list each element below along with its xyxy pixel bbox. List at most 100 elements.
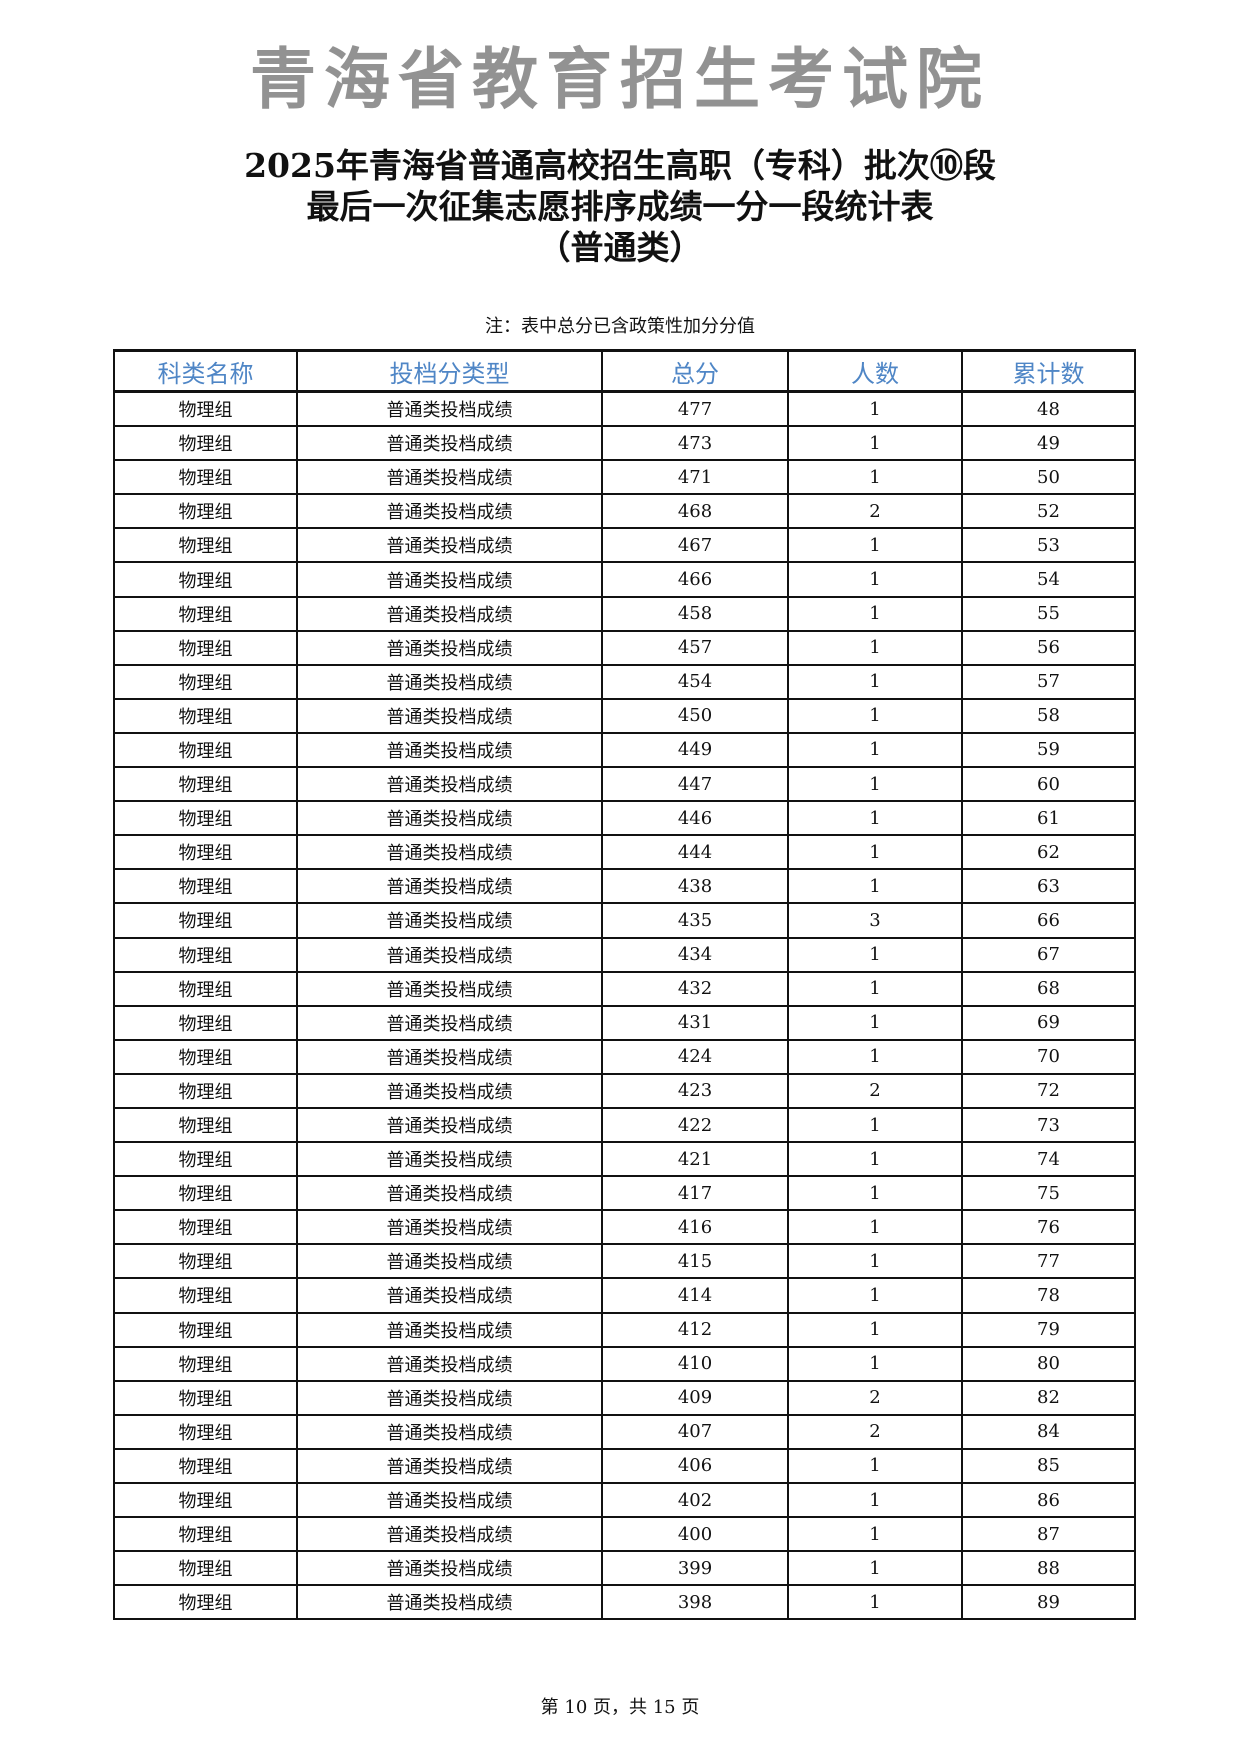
cell-count: 1 <box>787 1516 963 1553</box>
cell-count: 1 <box>787 1550 963 1587</box>
cell-category: 物理组 <box>113 459 298 496</box>
cell-category: 物理组 <box>113 834 298 871</box>
cell-cumulative: 56 <box>961 629 1136 666</box>
cell-score-type: 普通类投档成绩 <box>296 1072 603 1109</box>
cell-count: 1 <box>787 425 963 462</box>
cell-score-type: 普通类投档成绩 <box>296 1277 603 1314</box>
cell-cumulative: 59 <box>961 731 1136 769</box>
table-row: 物理组 普通类投档成绩 407 2 84 <box>113 1413 1136 1450</box>
cell-cumulative: 60 <box>961 766 1136 803</box>
cell-category: 物理组 <box>113 697 298 734</box>
cell-cumulative: 76 <box>961 1209 1136 1246</box>
cell-total-score: 466 <box>601 561 789 598</box>
cell-total-score: 444 <box>601 834 789 871</box>
cell-category: 物理组 <box>113 629 298 666</box>
cell-count: 1 <box>787 1243 963 1280</box>
cell-total-score: 398 <box>601 1584 789 1621</box>
cell-score-type: 普通类投档成绩 <box>296 425 603 462</box>
cell-cumulative: 73 <box>961 1106 1136 1144</box>
cell-score-type: 普通类投档成绩 <box>296 1447 603 1485</box>
cell-cumulative: 63 <box>961 868 1136 905</box>
cell-category: 物理组 <box>113 1516 298 1553</box>
table-row: 物理组 普通类投档成绩 400 1 87 <box>113 1516 1136 1553</box>
cell-total-score: 423 <box>601 1072 789 1109</box>
header-category: 科类名称 <box>113 349 298 393</box>
cell-cumulative: 80 <box>961 1345 1136 1382</box>
cell-count: 1 <box>787 1481 963 1519</box>
cell-category: 物理组 <box>113 527 298 564</box>
cell-count: 1 <box>787 1345 963 1382</box>
cell-score-type: 普通类投档成绩 <box>296 697 603 734</box>
cell-cumulative: 86 <box>961 1481 1136 1519</box>
table-row: 物理组 普通类投档成绩 423 2 72 <box>113 1072 1136 1109</box>
cell-category: 物理组 <box>113 1311 298 1348</box>
cell-score-type: 普通类投档成绩 <box>296 459 603 496</box>
cell-total-score: 454 <box>601 663 789 700</box>
table-row: 物理组 普通类投档成绩 406 1 85 <box>113 1447 1136 1485</box>
cell-score-type: 普通类投档成绩 <box>296 390 603 428</box>
cell-category: 物理组 <box>113 1175 298 1212</box>
document-title-line-3: （普通类） <box>537 228 703 267</box>
cell-count: 1 <box>787 1004 963 1041</box>
cell-score-type: 普通类投档成绩 <box>296 1413 603 1450</box>
cell-category: 物理组 <box>113 1584 298 1621</box>
cell-total-score: 406 <box>601 1447 789 1485</box>
cell-total-score: 410 <box>601 1345 789 1382</box>
cell-category: 物理组 <box>113 1379 298 1416</box>
cell-count: 1 <box>787 1038 963 1075</box>
cell-category: 物理组 <box>113 390 298 428</box>
cell-count: 1 <box>787 663 963 700</box>
table-note: 注：表中总分已含政策性加分分值 <box>485 316 755 337</box>
table-row: 物理组 普通类投档成绩 410 1 80 <box>113 1345 1136 1382</box>
cell-total-score: 432 <box>601 970 789 1007</box>
table-row: 物理组 普通类投档成绩 454 1 57 <box>113 663 1136 700</box>
cell-total-score: 431 <box>601 1004 789 1041</box>
cell-cumulative: 62 <box>961 834 1136 871</box>
cell-count: 1 <box>787 1584 963 1621</box>
table-row: 物理组 普通类投档成绩 471 1 50 <box>113 459 1136 496</box>
cell-count: 1 <box>787 459 963 496</box>
table-row: 物理组 普通类投档成绩 398 1 89 <box>113 1584 1136 1621</box>
cell-count: 2 <box>787 1379 963 1416</box>
cell-cumulative: 75 <box>961 1175 1136 1212</box>
table-row: 物理组 普通类投档成绩 432 1 68 <box>113 970 1136 1007</box>
cell-count: 1 <box>787 1209 963 1246</box>
cell-category: 物理组 <box>113 493 298 530</box>
table-row: 物理组 普通类投档成绩 402 1 86 <box>113 1481 1136 1519</box>
cell-cumulative: 67 <box>961 936 1136 973</box>
cell-count: 1 <box>787 697 963 734</box>
table-row: 物理组 普通类投档成绩 447 1 60 <box>113 766 1136 803</box>
cell-total-score: 409 <box>601 1379 789 1416</box>
cell-total-score: 467 <box>601 527 789 564</box>
table-row: 物理组 普通类投档成绩 449 1 59 <box>113 731 1136 769</box>
table-row: 物理组 普通类投档成绩 468 2 52 <box>113 493 1136 530</box>
document-title-line-1: 2025年青海省普通高校招生高职（专科）批次⑩段 <box>244 146 996 185</box>
table-row: 物理组 普通类投档成绩 421 1 74 <box>113 1141 1136 1178</box>
table-row: 物理组 普通类投档成绩 415 1 77 <box>113 1243 1136 1280</box>
table-row: 物理组 普通类投档成绩 431 1 69 <box>113 1004 1136 1041</box>
table-row: 物理组 普通类投档成绩 412 1 79 <box>113 1311 1136 1348</box>
cell-score-type: 普通类投档成绩 <box>296 970 603 1007</box>
table-row: 物理组 普通类投档成绩 444 1 62 <box>113 834 1136 871</box>
cell-score-type: 普通类投档成绩 <box>296 800 603 837</box>
table-row: 物理组 普通类投档成绩 422 1 73 <box>113 1106 1136 1144</box>
cell-total-score: 449 <box>601 731 789 769</box>
cell-score-type: 普通类投档成绩 <box>296 1004 603 1041</box>
cell-cumulative: 58 <box>961 697 1136 734</box>
cell-total-score: 477 <box>601 390 789 428</box>
cell-score-type: 普通类投档成绩 <box>296 1311 603 1348</box>
table-row: 物理组 普通类投档成绩 399 1 88 <box>113 1550 1136 1587</box>
cell-total-score: 468 <box>601 493 789 530</box>
cell-category: 物理组 <box>113 800 298 837</box>
header-score-type: 投档分类型 <box>296 349 603 393</box>
cell-cumulative: 72 <box>961 1072 1136 1109</box>
cell-score-type: 普通类投档成绩 <box>296 1379 603 1416</box>
cell-total-score: 447 <box>601 766 789 803</box>
cell-score-type: 普通类投档成绩 <box>296 1550 603 1587</box>
cell-category: 物理组 <box>113 1106 298 1144</box>
cell-score-type: 普通类投档成绩 <box>296 1516 603 1553</box>
cell-score-type: 普通类投档成绩 <box>296 629 603 666</box>
cell-count: 1 <box>787 527 963 564</box>
cell-score-type: 普通类投档成绩 <box>296 1209 603 1246</box>
cell-category: 物理组 <box>113 970 298 1007</box>
